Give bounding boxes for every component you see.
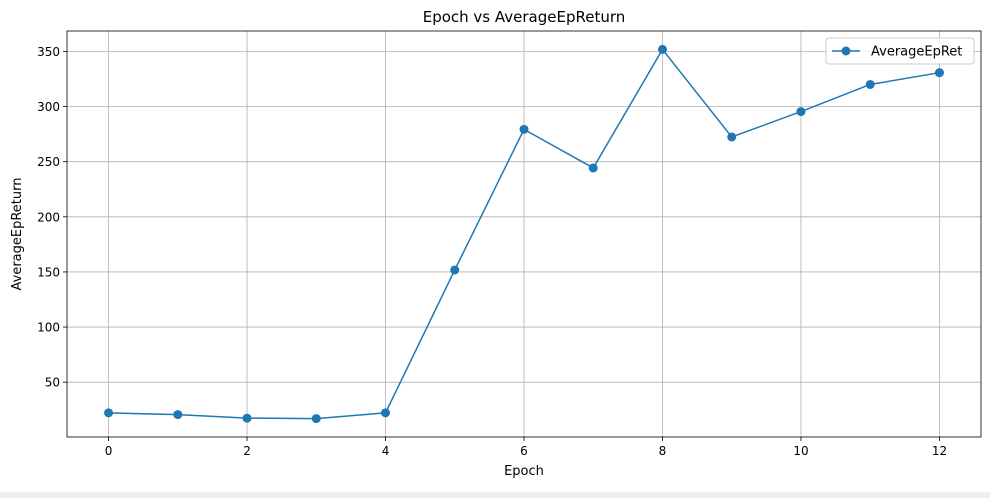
- data-point: [588, 163, 598, 173]
- data-point: [865, 79, 875, 89]
- y-axis-title: AverageEpReturn: [10, 178, 25, 291]
- data-point: [242, 413, 252, 423]
- x-tick-label: 4: [382, 444, 390, 458]
- legend-label: AverageEpRet: [871, 45, 962, 60]
- x-axis-title: Epoch: [504, 464, 544, 479]
- x-tick-label: 0: [105, 444, 113, 458]
- x-tick-label: 8: [659, 444, 667, 458]
- data-point: [450, 265, 460, 275]
- data-point: [519, 124, 529, 134]
- y-tick-label: 300: [37, 100, 60, 114]
- legend-box: [825, 37, 975, 65]
- data-point: [657, 44, 667, 54]
- series-layer: [104, 44, 944, 424]
- data-point: [311, 414, 321, 424]
- y-tick-label: 100: [37, 321, 60, 335]
- y-tick-label: 150: [37, 265, 60, 279]
- legend-marker-swatch: [841, 46, 851, 56]
- data-point: [796, 107, 806, 117]
- data-point: [727, 132, 737, 142]
- bottom-strip: [0, 492, 990, 498]
- data-point: [104, 408, 114, 418]
- y-tick-label: 200: [37, 210, 60, 224]
- legend: AverageEpRet: [825, 37, 975, 65]
- y-tick-label: 350: [37, 45, 60, 59]
- x-tick-label: 12: [932, 444, 947, 458]
- chart-title: Epoch vs AverageEpReturn: [423, 8, 626, 26]
- data-point: [173, 410, 183, 420]
- x-tick-label: 2: [243, 444, 251, 458]
- y-tick-label: 50: [45, 376, 60, 390]
- x-tick-label: 6: [520, 444, 528, 458]
- data-point: [934, 68, 944, 78]
- grid-lines: [67, 31, 981, 437]
- axis-ticks: 0 2 4 6 8 10 12 50 100 150 200 250 300 350: [37, 45, 947, 458]
- x-tick-label: 10: [793, 444, 808, 458]
- y-tick-label: 250: [37, 155, 60, 169]
- data-point: [381, 408, 391, 418]
